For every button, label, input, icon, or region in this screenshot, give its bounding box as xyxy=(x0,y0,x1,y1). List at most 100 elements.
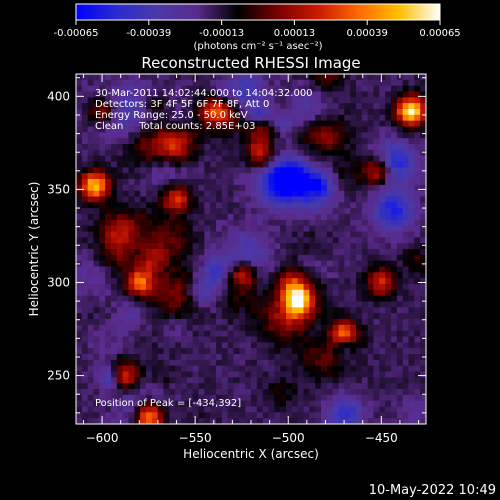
heatmap-cell xyxy=(87,190,94,197)
heatmap-cell xyxy=(280,289,287,297)
heatmap-cell xyxy=(402,190,409,197)
heatmap-cell xyxy=(315,330,322,337)
heatmap-cell xyxy=(256,97,264,104)
heatmap-cell xyxy=(140,365,147,372)
heatmap-cell xyxy=(81,74,89,81)
heatmap-cell xyxy=(128,190,135,197)
heatmap-cell xyxy=(210,359,217,367)
heatmap-cell xyxy=(87,342,94,349)
heatmap-cell xyxy=(175,208,182,215)
heatmap-cell xyxy=(268,336,275,343)
heatmap-cell xyxy=(93,214,100,221)
heatmap-cell xyxy=(344,231,351,238)
heatmap-cell xyxy=(414,74,421,81)
heatmap-cell xyxy=(385,184,392,192)
heatmap-cell xyxy=(221,161,229,168)
heatmap-cell xyxy=(361,336,369,343)
heatmap-cell xyxy=(280,400,287,407)
heatmap-cell xyxy=(332,132,339,139)
heatmap-cell xyxy=(87,307,94,314)
heatmap-cell xyxy=(181,243,188,250)
heatmap-cell xyxy=(280,74,287,81)
heatmap-cell xyxy=(76,225,83,232)
heatmap-cell xyxy=(309,330,316,337)
heatmap-cell xyxy=(151,284,159,291)
heatmap-cell xyxy=(140,243,147,250)
heatmap-cell xyxy=(274,377,281,384)
heatmap-cell xyxy=(146,348,153,355)
heatmap-cell xyxy=(233,289,240,297)
heatmap-cell xyxy=(157,231,164,238)
heatmap-cell xyxy=(105,74,112,81)
colorbar-ticks: -0.00065 -0.00039 -0.00013 0.00013 0.00039 0.… xyxy=(54,20,461,39)
heatmap-cell xyxy=(379,254,386,262)
heatmap-cell xyxy=(146,289,153,297)
heatmap-cell xyxy=(181,179,188,186)
heatmap-cell xyxy=(251,336,258,343)
heatmap-cell xyxy=(105,319,112,326)
heatmap-cell xyxy=(408,208,415,215)
heatmap-cell xyxy=(116,383,124,390)
heatmap-cell xyxy=(87,301,94,308)
heatmap-cell xyxy=(332,196,339,203)
heatmap-cell xyxy=(210,260,217,267)
heatmap-cell xyxy=(256,383,264,390)
heatmap-cell xyxy=(157,330,164,337)
heatmap-cell xyxy=(134,348,141,355)
heatmap-cell xyxy=(414,394,421,402)
heatmap-cell xyxy=(420,418,426,424)
heatmap-cell xyxy=(163,383,170,390)
heatmap-cell xyxy=(81,324,89,332)
heatmap-cell xyxy=(361,225,369,232)
heatmap-cell xyxy=(391,103,398,110)
heatmap-cell xyxy=(111,74,118,81)
heatmap-cell xyxy=(122,149,129,157)
heatmap-cell xyxy=(286,155,293,162)
heatmap-cell xyxy=(361,103,369,110)
heatmap-cell xyxy=(350,249,357,256)
heatmap-cell xyxy=(233,91,240,98)
heatmap-cell xyxy=(251,389,258,396)
heatmap-cell xyxy=(81,173,89,180)
heatmap-cell xyxy=(157,266,164,273)
heatmap-cell xyxy=(367,377,374,384)
heatmap-cell xyxy=(239,196,246,203)
heatmap-cell xyxy=(297,219,304,227)
heatmap-cell xyxy=(245,149,252,157)
heatmap-cell xyxy=(151,208,159,215)
heatmap-cell xyxy=(216,406,223,413)
heatmap-cell xyxy=(169,377,176,384)
heatmap-cell xyxy=(151,394,159,402)
heatmap-cell xyxy=(99,406,106,413)
heatmap-cell xyxy=(140,219,147,227)
heatmap-cell xyxy=(116,254,124,262)
heatmap-cell xyxy=(87,155,94,162)
heatmap-cell xyxy=(396,138,404,145)
heatmap-cell xyxy=(420,149,426,157)
heatmap-cell xyxy=(99,412,106,419)
heatmap-cell xyxy=(385,138,392,145)
heatmap-cell xyxy=(151,295,159,302)
heatmap-cell xyxy=(93,272,100,279)
heatmap-cell xyxy=(134,231,141,238)
heatmap-cell xyxy=(391,383,398,390)
heatmap-cell xyxy=(134,313,141,320)
heatmap-cell xyxy=(408,348,415,355)
heatmap-cell xyxy=(245,324,252,332)
heatmap-cell xyxy=(221,266,229,273)
heatmap-cell xyxy=(402,336,409,343)
heatmap-cell xyxy=(239,243,246,250)
heatmap-cell xyxy=(338,383,345,390)
heatmap-cell xyxy=(274,74,281,81)
heatmap-cell xyxy=(402,348,409,355)
heatmap-cell xyxy=(251,237,258,244)
heatmap-cell xyxy=(204,167,211,174)
heatmap-cell xyxy=(204,91,211,98)
heatmap-cell xyxy=(227,97,234,104)
heatmap-cell xyxy=(128,231,135,238)
heatmap-cell xyxy=(291,190,299,197)
heatmap-cell xyxy=(326,202,334,209)
heatmap-cell xyxy=(420,289,426,297)
heatmap-cell xyxy=(186,272,194,279)
heatmap-cell xyxy=(321,418,328,424)
